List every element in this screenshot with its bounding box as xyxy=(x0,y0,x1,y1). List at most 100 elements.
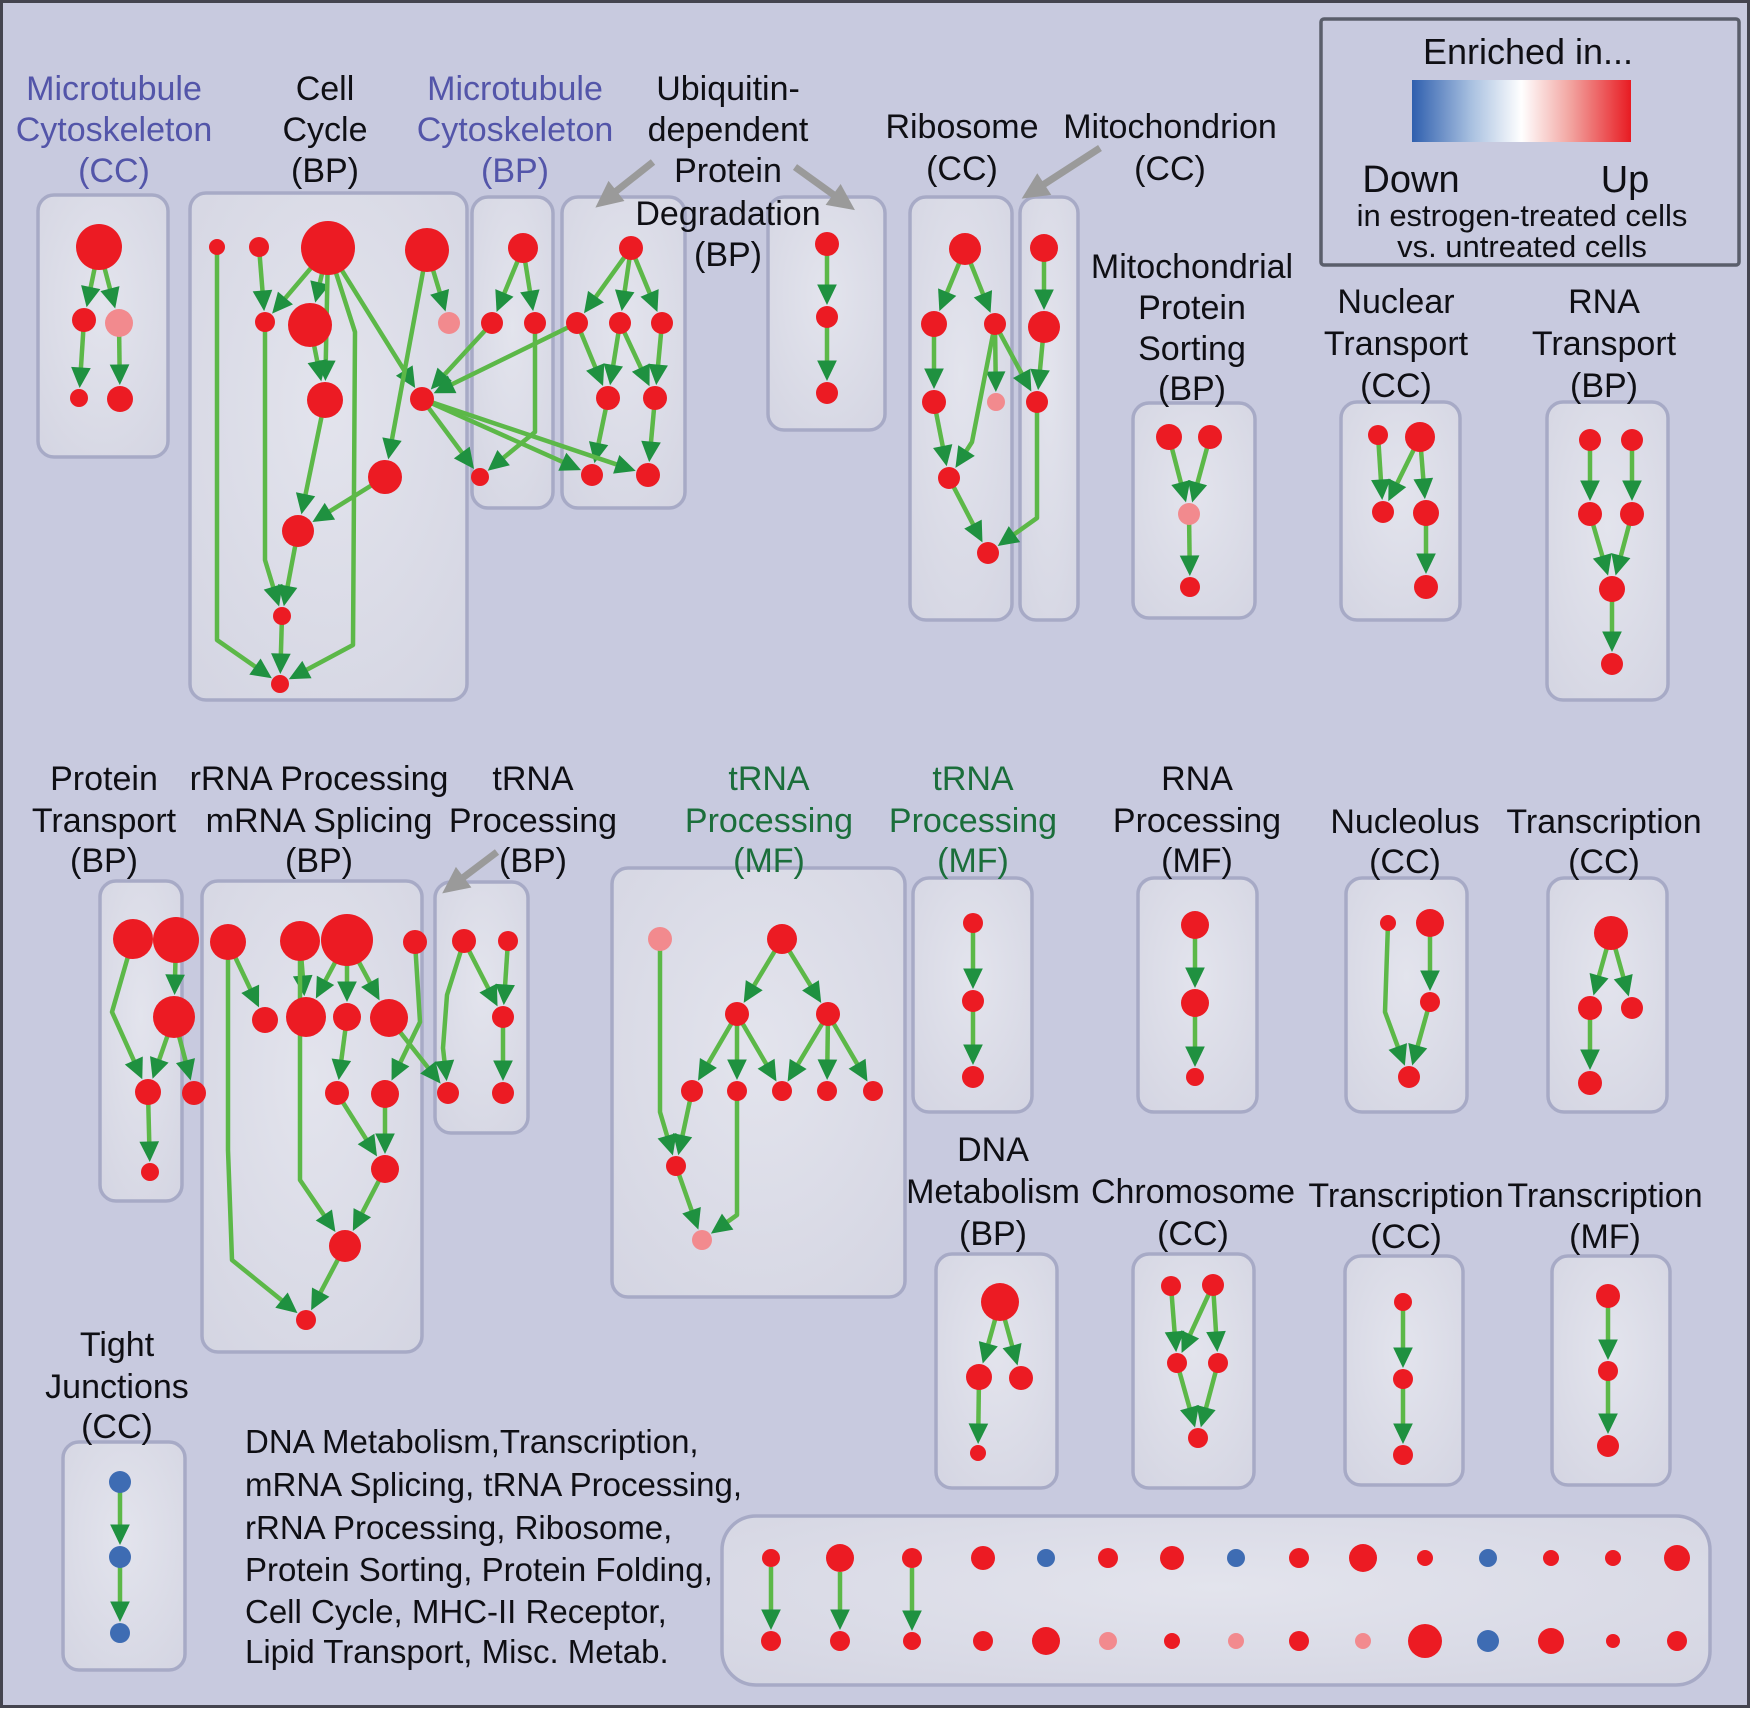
node xyxy=(1599,576,1625,602)
cluster-box-misc-strip xyxy=(720,1514,1712,1687)
bottom-margin xyxy=(0,1708,1750,1715)
node xyxy=(1598,1361,1618,1381)
edge-chromosome xyxy=(1196,1362,1221,1428)
node xyxy=(371,1155,399,1183)
edge-protein-transport xyxy=(109,938,143,1080)
node xyxy=(1009,1366,1033,1390)
node xyxy=(767,924,797,954)
edge-ribosome xyxy=(955,323,998,468)
edge-trna-mf-big xyxy=(710,1091,740,1234)
node xyxy=(1578,502,1602,526)
node xyxy=(987,393,1005,411)
label-pointer-arrow xyxy=(442,849,500,894)
node xyxy=(1161,1276,1181,1296)
cluster-label-protein-transport: Protein Transport (BP) xyxy=(32,760,177,880)
node xyxy=(666,1156,686,1176)
cluster-label-cell-cycle: Cell Cycle (BP) xyxy=(282,70,367,190)
node xyxy=(681,1080,703,1102)
legend-up-label: Up xyxy=(1601,159,1650,201)
node xyxy=(1355,1633,1371,1649)
node xyxy=(333,1003,361,1031)
node xyxy=(321,914,373,966)
node xyxy=(970,1445,986,1461)
node xyxy=(153,917,199,963)
label-pointer-arrow xyxy=(1021,145,1102,199)
edge-microtubule-bp xyxy=(487,323,538,471)
node xyxy=(949,233,981,265)
node xyxy=(141,1163,159,1181)
node xyxy=(282,515,314,547)
node xyxy=(286,997,326,1037)
node xyxy=(816,382,838,404)
node xyxy=(273,607,291,625)
label-pointer-arrow xyxy=(792,164,855,211)
node xyxy=(371,1080,399,1108)
edge-chromosome xyxy=(1164,1285,1185,1353)
node xyxy=(1578,996,1602,1020)
node xyxy=(280,921,320,961)
node xyxy=(830,1631,850,1651)
node xyxy=(1417,1550,1433,1566)
node xyxy=(1208,1353,1228,1373)
node xyxy=(1664,1545,1690,1571)
node xyxy=(492,1006,514,1028)
node xyxy=(1538,1628,1564,1654)
node xyxy=(249,237,269,257)
node xyxy=(452,929,476,953)
cluster-label-trna-mf-big: tRNA Processing (MF) xyxy=(685,760,853,880)
node xyxy=(566,312,588,334)
node xyxy=(471,468,489,486)
cross-edge xyxy=(433,320,578,394)
edge-trna-mf-big xyxy=(673,1165,701,1230)
layer-nodes xyxy=(70,221,1690,1658)
node xyxy=(1601,653,1623,675)
cross-edge xyxy=(997,402,1040,547)
node xyxy=(1289,1631,1309,1651)
node xyxy=(325,1081,349,1105)
node xyxy=(762,1549,780,1567)
edge-trna-mf-big xyxy=(735,1012,777,1082)
cross-edge xyxy=(421,396,582,471)
node xyxy=(962,990,984,1012)
cluster-label-ubiquitin: Ubiquitin-dependent Protein Degradation (BP… xyxy=(635,70,820,274)
cluster-box-nuclear-transport xyxy=(1339,400,1462,622)
edge-rrna xyxy=(225,942,298,1314)
node xyxy=(984,313,1006,335)
cluster-label-trna-bp: tRNA Processing (BP) xyxy=(449,760,617,880)
node xyxy=(1416,909,1444,937)
edge-cell-cycle xyxy=(295,399,328,515)
node xyxy=(1408,1624,1442,1658)
node xyxy=(1178,503,1200,525)
node xyxy=(1289,1548,1309,1568)
node xyxy=(210,924,246,960)
legend-gradient-bar xyxy=(1412,80,1631,142)
cluster-box-microtubule-cc xyxy=(36,193,170,459)
node xyxy=(1181,911,1209,939)
node xyxy=(1579,429,1601,451)
cross-edge xyxy=(430,321,494,390)
edge-chromosome xyxy=(1181,1284,1216,1354)
node xyxy=(596,386,620,410)
node xyxy=(296,1310,316,1330)
node xyxy=(921,311,947,337)
node xyxy=(492,1082,514,1104)
node xyxy=(329,1230,361,1262)
node xyxy=(619,236,643,260)
node xyxy=(403,930,427,954)
cluster-box-chromosome xyxy=(1131,1252,1256,1490)
edge-trna-bp xyxy=(434,940,467,1082)
node xyxy=(1099,1632,1117,1650)
edge-cell-cycle xyxy=(262,322,283,607)
node xyxy=(182,1081,206,1105)
node xyxy=(1167,1353,1187,1373)
cluster-box-rna-transport xyxy=(1545,400,1670,702)
node xyxy=(437,1082,459,1104)
node xyxy=(1030,234,1058,262)
node xyxy=(1227,1549,1245,1567)
node xyxy=(405,228,449,272)
node xyxy=(1098,1548,1118,1568)
node xyxy=(209,239,225,255)
node xyxy=(1160,1546,1184,1570)
